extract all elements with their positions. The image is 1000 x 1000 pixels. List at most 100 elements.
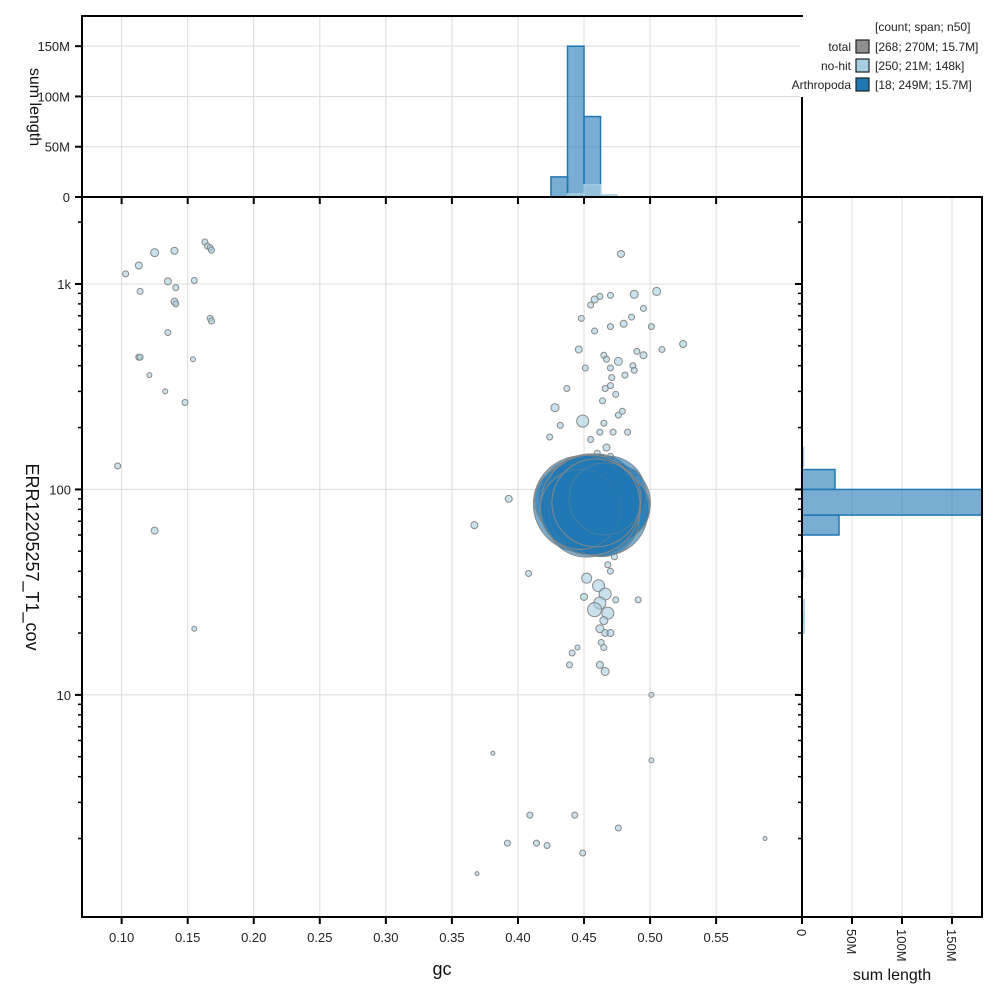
data-point <box>606 382 614 390</box>
data-point <box>568 649 576 657</box>
legend-swatch <box>855 58 870 73</box>
data-point <box>172 284 180 292</box>
data-point <box>525 569 533 577</box>
legend-swatch <box>855 39 870 54</box>
histogram-bar <box>801 488 983 516</box>
x-tick-label: 0.10 <box>109 930 134 945</box>
legend-item-arthropoda: Arthropoda [18; 249M; 15.7M] <box>792 77 972 92</box>
legend: [count; span; n50] total [268; 270M; 15.7… <box>792 17 1000 97</box>
data-point <box>150 526 159 535</box>
data-point <box>595 660 604 669</box>
data-point <box>136 287 144 295</box>
legend-item-total: total [268; 270M; 15.7M] <box>828 39 978 54</box>
right-x-tick-label: 100M <box>894 929 909 962</box>
data-point <box>581 364 589 372</box>
data-point <box>136 353 144 361</box>
top-y-tick-label: 50M <box>45 140 70 155</box>
data-point <box>629 289 639 299</box>
data-point <box>606 323 614 331</box>
legend-stats: [250; 21M; 148k] <box>875 59 964 73</box>
data-point <box>647 323 655 331</box>
data-point <box>606 567 614 575</box>
data-point <box>679 340 688 349</box>
data-point <box>600 666 610 676</box>
right-x-tick-label: 0 <box>794 929 809 936</box>
data-point <box>150 248 160 258</box>
x-tick-label: 0.15 <box>175 930 200 945</box>
data-point <box>617 249 626 258</box>
data-point <box>503 839 511 847</box>
data-point <box>596 292 604 300</box>
data-point <box>621 371 629 379</box>
data-point <box>162 388 169 395</box>
data-point <box>600 644 608 652</box>
data-point <box>599 397 607 405</box>
data-point <box>587 301 595 309</box>
histogram-bar <box>801 514 840 536</box>
data-point <box>618 407 626 415</box>
legend-stats: [18; 249M; 15.7M] <box>875 78 972 92</box>
series-no-hit <box>114 238 768 877</box>
y-tick-label: 1k <box>57 277 71 292</box>
data-point <box>526 811 534 819</box>
main-y-label: ERR12205257_T1_cov <box>21 463 42 650</box>
data-point <box>565 661 573 669</box>
data-point <box>639 304 647 312</box>
data-point <box>577 314 585 322</box>
data-point <box>191 625 198 632</box>
data-point <box>587 602 603 618</box>
x-tick-label: 0.55 <box>703 930 728 945</box>
data-point <box>563 384 571 392</box>
data-point <box>556 421 564 429</box>
legend-label: Arthropoda <box>792 78 852 92</box>
right-histogram-frame <box>801 196 983 918</box>
data-point <box>601 384 609 392</box>
data-point <box>633 347 641 355</box>
right-histogram-x-ticks: 0 50M 100M 150M <box>794 917 959 962</box>
data-point <box>181 398 189 406</box>
right-x-tick-label: 150M <box>944 929 959 962</box>
data-point <box>619 319 628 328</box>
legend-items: total [268; 270M; 15.7M] no-hit [250; 21M; … <box>792 39 978 92</box>
main-y-ticks: 1k 100 10 <box>49 221 802 840</box>
x-tick-label: 0.35 <box>439 930 464 945</box>
data-point <box>490 750 496 756</box>
main-grid <box>82 197 802 917</box>
data-point <box>595 624 605 634</box>
legend-stats: [268; 270M; 15.7M] <box>875 40 978 54</box>
data-point <box>207 246 215 254</box>
top-histogram-grid <box>82 16 802 197</box>
data-point <box>580 592 589 601</box>
top-histogram: 0 50M 100M 150M sum length <box>26 15 803 205</box>
data-point <box>550 403 560 413</box>
data-point <box>596 428 604 436</box>
data-point <box>474 871 480 877</box>
histogram-bar <box>801 468 836 491</box>
data-point <box>114 462 122 470</box>
right-histogram-grid <box>851 197 953 917</box>
x-tick-label: 0.50 <box>637 930 662 945</box>
data-point <box>170 246 179 255</box>
data-point <box>122 270 130 278</box>
data-point <box>606 291 614 299</box>
data-point <box>634 596 642 604</box>
legend-label: total <box>828 40 851 54</box>
legend-background <box>800 17 1000 97</box>
y-tick-label: 100 <box>49 482 71 497</box>
data-point <box>581 572 593 584</box>
data-point <box>600 419 608 427</box>
data-point <box>762 836 768 842</box>
legend-item-no-hit: no-hit [250; 21M; 148k] <box>821 58 964 73</box>
legend-label: no-hit <box>821 59 852 73</box>
histogram-bar <box>550 176 569 198</box>
data-point <box>604 561 612 569</box>
data-point <box>591 327 599 335</box>
right-histogram: 0 50M 100M 150M sum length <box>794 196 983 984</box>
main-scatter: 0.10 0.15 0.20 0.25 0.30 0.35 0.40 0.45 0.50 0.55… <box>21 196 803 979</box>
data-point <box>574 345 583 354</box>
data-point <box>613 356 623 366</box>
data-point <box>639 351 648 360</box>
histogram-bar <box>583 184 602 198</box>
y-tick-label: 10 <box>57 688 71 703</box>
data-point <box>189 356 196 363</box>
